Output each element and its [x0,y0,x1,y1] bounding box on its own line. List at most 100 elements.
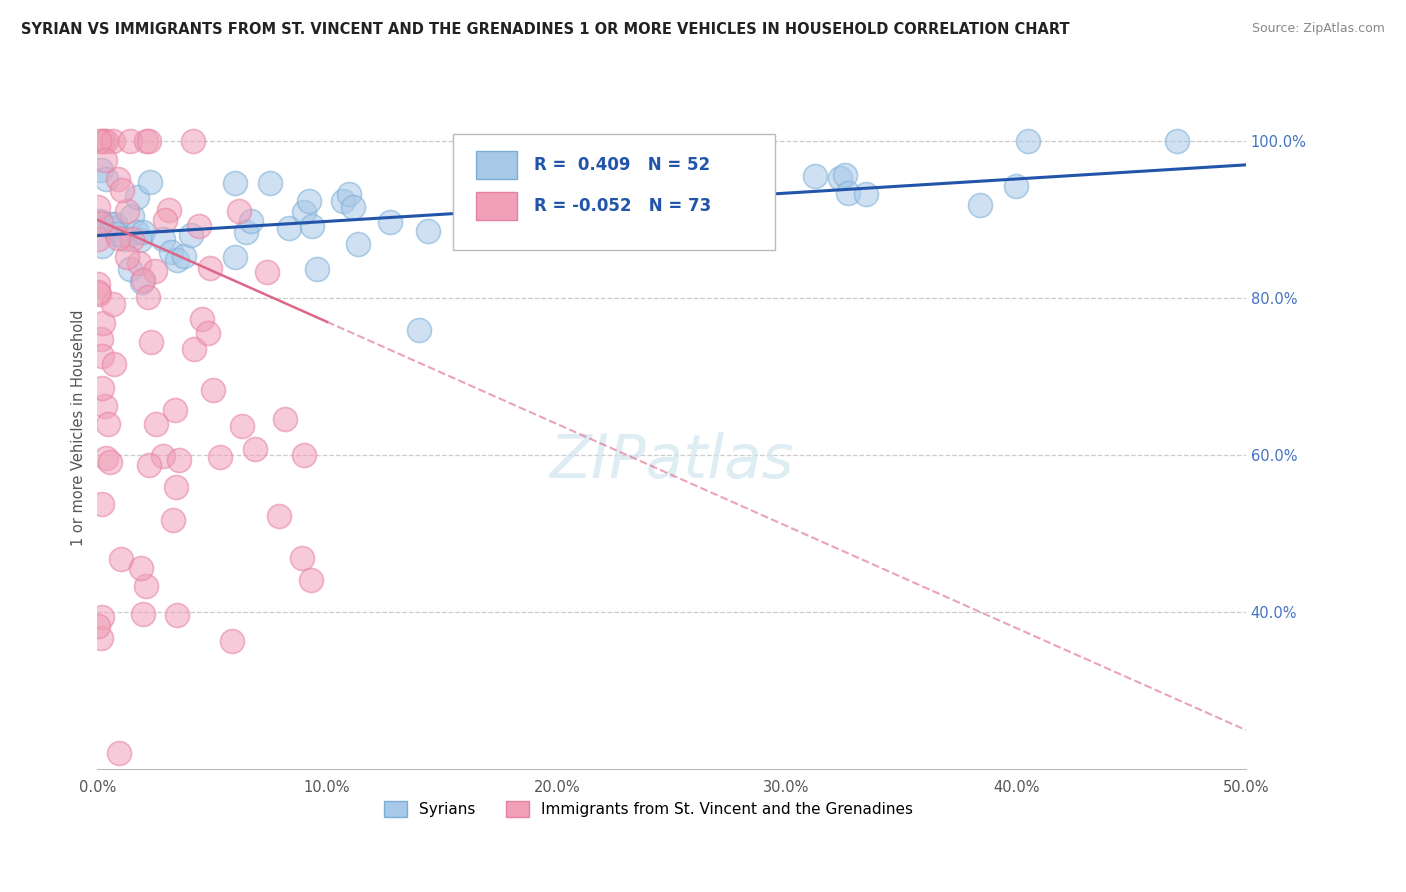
Point [87,135,110,149]
Point [235,225,257,239]
Point [98,455,121,469]
Point [87,285,110,299]
Point [94,171,117,186]
Point [100,218,122,232]
Point [139,334,162,349]
Point [87,232,110,246]
Point [342,200,364,214]
Point [804,169,827,184]
Point [231,419,253,434]
Point [152,232,174,246]
Point [837,186,859,201]
FancyBboxPatch shape [477,152,516,178]
Point [103,357,125,371]
Point [101,221,124,235]
Point [267,508,290,523]
Point [152,449,174,463]
Point [103,134,125,148]
Point [131,275,153,289]
Point [132,607,155,621]
Point [301,219,323,233]
Point [378,215,401,229]
Point [157,203,180,218]
Point [332,194,354,208]
Point [120,262,142,277]
Point [291,551,314,566]
Point [337,187,360,202]
Point [969,198,991,212]
Point [181,134,204,148]
Point [91,349,114,363]
Point [91,134,114,148]
Point [87,200,110,214]
Point [828,171,851,186]
Point [277,220,299,235]
Point [90,162,112,177]
Point [228,203,250,218]
FancyBboxPatch shape [477,192,516,219]
Point [1166,134,1188,148]
Point [456,214,478,228]
Point [259,176,281,190]
Point [135,579,157,593]
Point [695,152,717,166]
Point [274,412,297,426]
Point [166,253,188,268]
Point [93,134,115,148]
Point [240,213,263,227]
Point [143,264,166,278]
Point [201,384,224,398]
Point [299,573,322,587]
Point [87,277,110,292]
Point [120,134,142,148]
Point [108,747,131,761]
Point [139,175,162,189]
Point [855,187,877,202]
Point [155,212,177,227]
Point [96,450,118,465]
Point [87,619,110,633]
Point [132,225,155,239]
Text: ZIPatlas: ZIPatlas [550,433,794,491]
Point [165,480,187,494]
Point [292,205,315,219]
Point [173,249,195,263]
Point [138,134,160,148]
Point [298,194,321,208]
Point [127,225,149,239]
Point [834,168,856,182]
Text: SYRIAN VS IMMIGRANTS FROM ST. VINCENT AND THE GRENADINES 1 OR MORE VEHICLES IN H: SYRIAN VS IMMIGRANTS FROM ST. VINCENT AN… [21,22,1070,37]
Point [94,153,117,168]
Point [145,417,167,431]
Point [90,631,112,645]
Text: Source: ZipAtlas.com: Source: ZipAtlas.com [1251,22,1385,36]
Point [256,265,278,279]
Legend: Syrians, Immigrants from St. Vincent and the Grenadines: Syrians, Immigrants from St. Vincent and… [378,795,920,823]
Point [1017,134,1039,148]
Point [114,232,136,246]
Point [408,323,430,337]
Point [90,217,112,231]
Point [89,214,111,228]
Point [245,442,267,456]
Point [105,227,128,242]
Point [416,224,439,238]
Point [180,227,202,242]
Point [91,609,114,624]
Point [117,250,139,264]
Point [482,169,505,183]
Point [107,231,129,245]
Point [93,400,115,414]
Point [127,190,149,204]
Point [96,134,118,148]
Point [160,245,183,260]
Point [209,450,232,464]
Point [121,232,143,246]
Point [90,239,112,253]
Point [1004,179,1026,194]
Point [91,497,114,511]
Point [90,332,112,346]
Point [165,402,187,417]
Point [224,250,246,264]
Point [347,236,370,251]
